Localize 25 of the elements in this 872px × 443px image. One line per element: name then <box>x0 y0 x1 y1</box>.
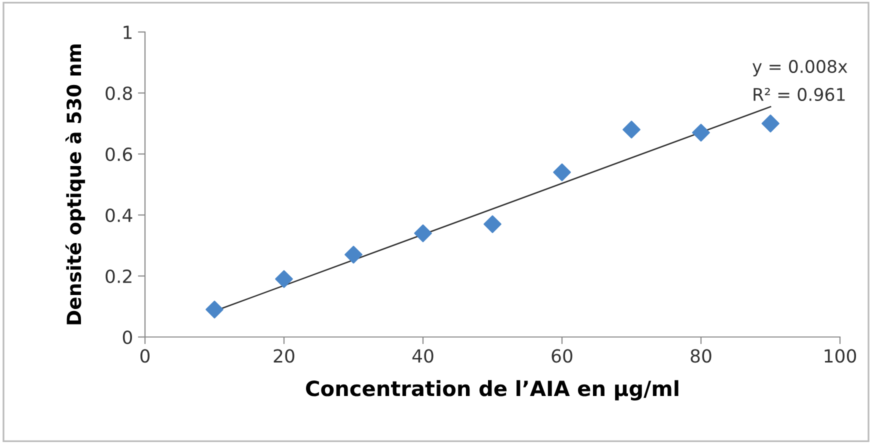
point <box>344 246 362 264</box>
x-tick-label: 100 <box>824 349 856 363</box>
x-tick-label: 40 <box>412 349 434 363</box>
y-tick-label: 0.4 <box>106 208 132 222</box>
y-tick-label: 0.8 <box>106 86 132 100</box>
x-tick-label: 80 <box>690 349 712 363</box>
x-tick-label: 60 <box>552 349 572 363</box>
point <box>692 124 710 142</box>
point <box>275 270 293 288</box>
point <box>206 300 224 318</box>
y-axis-title: Densité optique à 530 nm <box>65 44 86 324</box>
point <box>414 224 432 242</box>
y-tick-label: 1 <box>124 26 132 39</box>
y-tick-label: 0 <box>122 330 132 344</box>
point <box>484 215 502 234</box>
point <box>622 120 640 139</box>
x-tick-label: 20 <box>274 349 294 363</box>
point <box>762 114 780 132</box>
y-tick-label: 0.6 <box>106 147 132 162</box>
annotation: y = 0.008x <box>752 60 848 76</box>
annotation: R² = 0.961 <box>754 88 845 102</box>
point <box>553 163 571 182</box>
x-axis-title: Concentration de l’AIA en µg/ml <box>306 380 678 400</box>
y-tick-label: 0.2 <box>106 269 132 284</box>
x-tick-label: 0 <box>140 349 150 363</box>
